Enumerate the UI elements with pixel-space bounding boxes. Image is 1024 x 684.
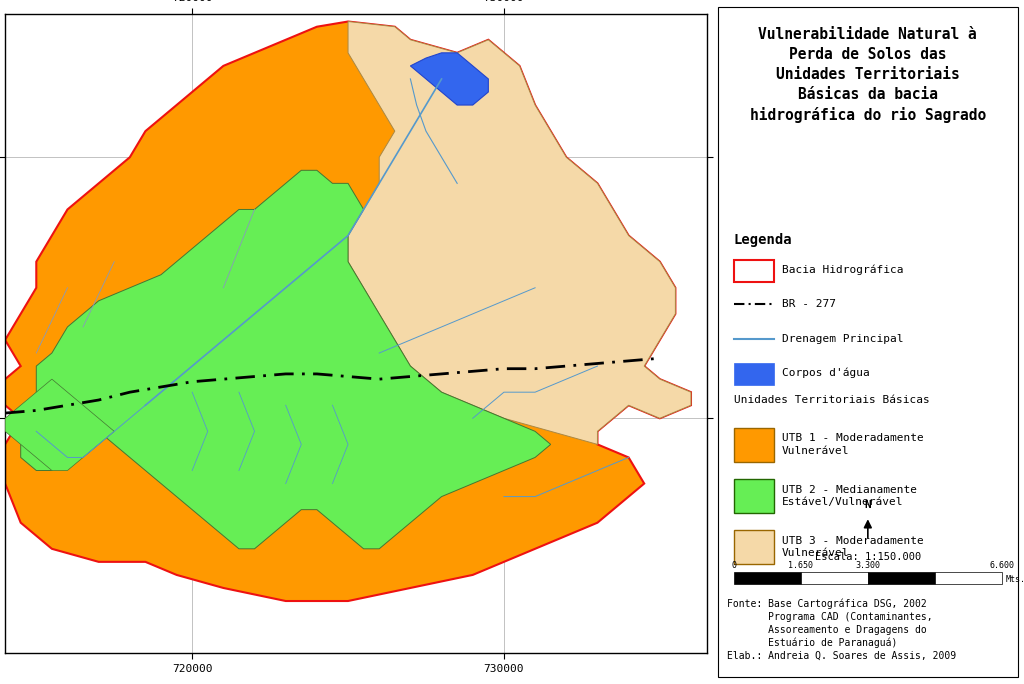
Bar [867,572,935,584]
Text: 6.600: 6.600 [989,561,1015,570]
Bar [733,479,774,513]
Text: 3.300: 3.300 [855,561,881,570]
Text: Unidades Territoriais Básicas: Unidades Territoriais Básicas [733,395,930,405]
Bar [733,530,774,564]
Text: Corpos d'água: Corpos d'água [782,367,869,378]
Bar [733,572,801,584]
Text: Legenda: Legenda [733,233,793,246]
Text: N: N [864,499,871,510]
Text: Bacia Hidrográfica: Bacia Hidrográfica [782,265,903,276]
Text: Escala: 1:150.000: Escala: 1:150.000 [815,553,921,562]
Text: 0: 0 [731,561,736,570]
Polygon shape [348,21,691,445]
Bar [733,260,774,282]
Text: Mts.: Mts. [1006,575,1024,584]
Text: UTB 2 - Medianamente
Estável/Vulnerável: UTB 2 - Medianamente Estável/Vulnerável [782,485,916,507]
Bar [733,363,774,385]
Bar [935,572,1002,584]
Polygon shape [411,53,488,105]
Text: UTB 1 - Moderadamente
Vulnerável: UTB 1 - Moderadamente Vulnerável [782,434,924,456]
Polygon shape [20,170,551,549]
Text: Fonte: Base Cartográfica DSG, 2002
       Programa CAD (Contaminantes,
       As: Fonte: Base Cartográfica DSG, 2002 Progr… [727,598,956,661]
Bar [801,572,867,584]
Text: UTB 3 - Moderadamente
Vulnerável: UTB 3 - Moderadamente Vulnerável [782,536,924,558]
Bar [733,428,774,462]
Text: Vulnerabilidade Natural à
Perda de Solos das
Unidades Territoriais
Básicas da ba: Vulnerabilidade Natural à Perda de Solos… [750,27,986,123]
Text: 1.650: 1.650 [788,561,813,570]
Polygon shape [0,21,691,601]
Text: Drenagem Principal: Drenagem Principal [782,334,903,343]
Text: BR - 277: BR - 277 [782,300,836,309]
Polygon shape [5,379,115,471]
